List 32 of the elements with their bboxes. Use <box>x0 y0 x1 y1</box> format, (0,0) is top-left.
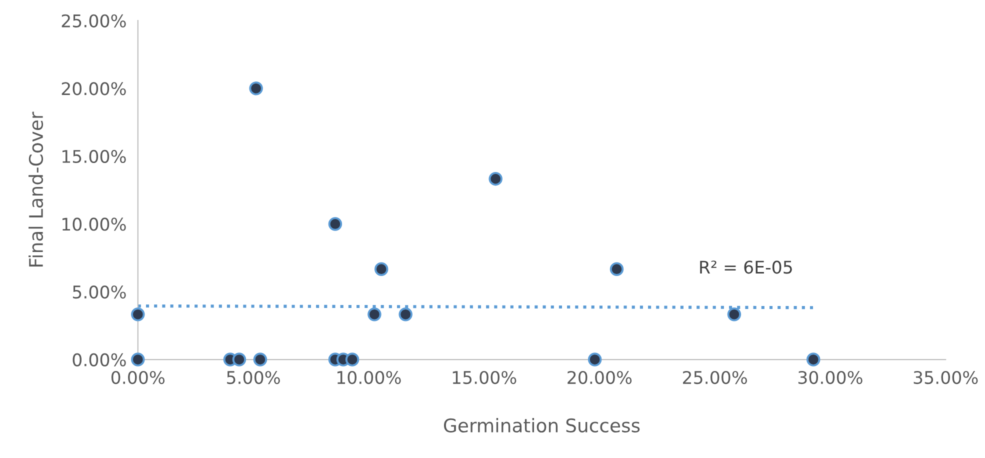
point <box>398 308 412 322</box>
x-tick-label: 30.00% <box>798 370 862 384</box>
point <box>368 308 382 322</box>
y-tick-label: 0.00% <box>72 353 126 366</box>
x-tick-label: 5.00% <box>227 370 280 384</box>
annotation: R² = 6E-05 <box>700 260 792 274</box>
point <box>328 217 342 231</box>
x-tick-label: 35.00% <box>914 370 978 384</box>
y-tick-label: 20.00% <box>62 82 126 96</box>
x-tick-label: 15.00% <box>452 370 516 384</box>
point <box>488 172 502 186</box>
point <box>345 352 360 366</box>
x-tick-label: 25.00% <box>683 370 747 384</box>
x-tick-label: 10.00% <box>337 370 401 384</box>
y-tick-label: 10.00% <box>62 218 126 231</box>
y-tick-label: 25.00% <box>62 14 126 28</box>
y-tick-label: 15.00% <box>62 150 126 164</box>
point <box>806 352 820 366</box>
point <box>253 352 268 366</box>
x-tick-label: 20.00% <box>568 370 632 384</box>
y-tick-label: 5.00% <box>72 285 126 299</box>
point <box>131 308 145 322</box>
point <box>131 352 145 366</box>
point <box>374 262 388 276</box>
point <box>249 82 263 96</box>
x-axis-title: Germination Success <box>444 418 640 433</box>
point <box>727 308 742 322</box>
point <box>610 262 624 276</box>
point <box>588 352 602 366</box>
y-axis-title: Final Land-Cover <box>28 112 44 267</box>
point <box>232 352 246 366</box>
x-tick-label: 0.00% <box>111 370 165 384</box>
